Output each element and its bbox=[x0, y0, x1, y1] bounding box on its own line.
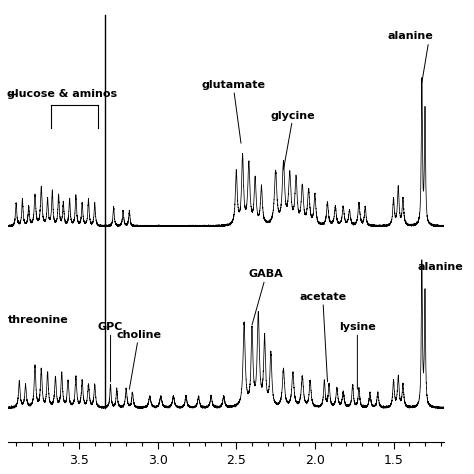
Text: GABA: GABA bbox=[249, 270, 283, 325]
Text: glucose & aminos: glucose & aminos bbox=[7, 89, 117, 99]
Text: acetate: acetate bbox=[299, 292, 346, 382]
Text: alanine: alanine bbox=[417, 262, 463, 272]
Text: GPC: GPC bbox=[98, 322, 123, 382]
Text: glycine: glycine bbox=[271, 110, 316, 170]
Text: lysine: lysine bbox=[339, 322, 376, 389]
Text: alanine: alanine bbox=[387, 31, 433, 41]
Text: glutamate: glutamate bbox=[201, 80, 265, 143]
Text: threonine: threonine bbox=[8, 315, 69, 325]
Text: choline: choline bbox=[116, 330, 161, 389]
